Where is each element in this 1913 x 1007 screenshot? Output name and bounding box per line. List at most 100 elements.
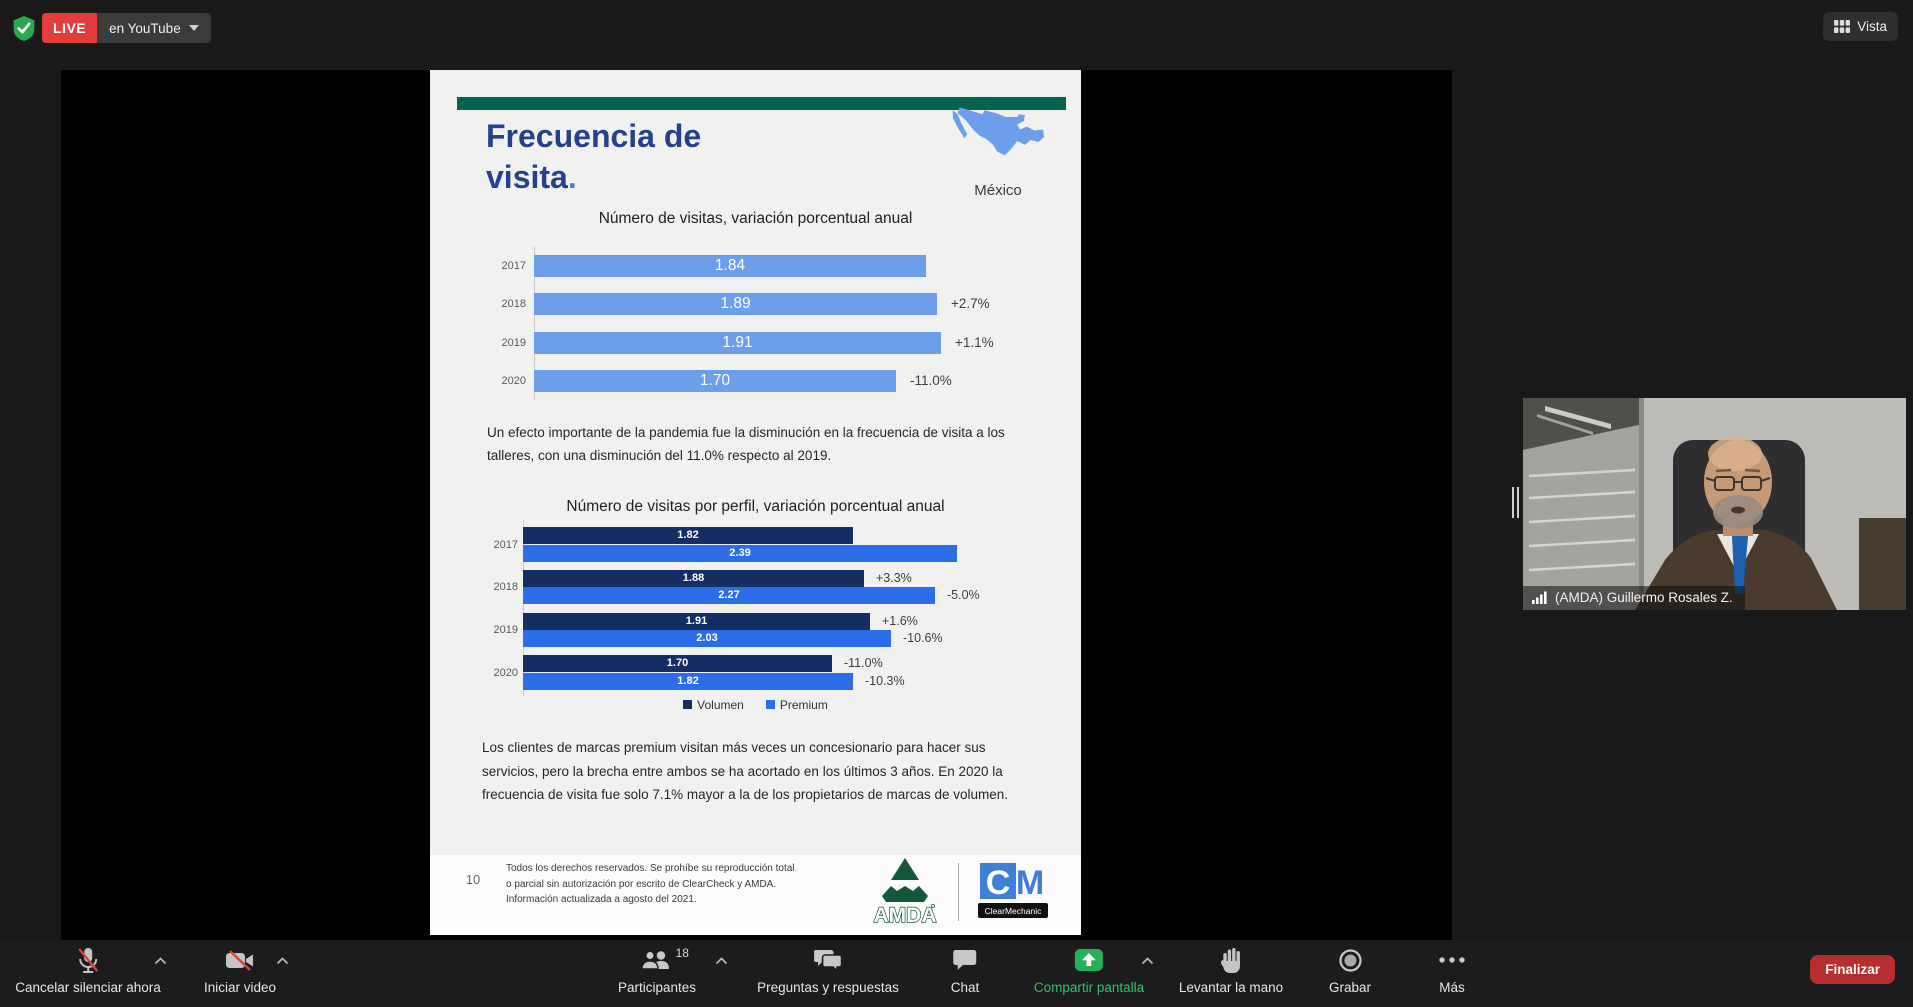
chart2-change-label: -5.0% — [947, 588, 980, 602]
chart1-bar: 1.89 — [534, 293, 937, 315]
presentation-slide: Frecuencia de visita. México Número de v… — [430, 70, 1081, 935]
share-screen-icon — [1075, 949, 1103, 971]
more-dots-icon — [1439, 957, 1465, 963]
chart1-change-label: +1.1% — [955, 335, 994, 350]
chart2-year-label: 2018 — [493, 581, 518, 593]
slide-title-line2: visita — [486, 159, 568, 195]
chart2-bar-volumen: 1.91 — [523, 613, 870, 630]
qa-label: Preguntas y respuestas — [757, 980, 899, 995]
microphone-muted-icon — [78, 947, 98, 973]
chart2-change-label: -10.6% — [903, 631, 943, 645]
unmute-label: Cancelar silenciar ahora — [15, 980, 161, 995]
premium-swatch — [765, 700, 775, 709]
slide-title: Frecuencia de visita. — [486, 116, 701, 198]
svg-text:M: M — [1016, 864, 1044, 902]
secure-shield-icon — [13, 16, 35, 41]
svg-text:AMDA: AMDA — [874, 904, 937, 926]
slide-title-period: . — [567, 159, 577, 195]
unmute-button[interactable]: Cancelar silenciar ahora — [15, 947, 161, 995]
amda-logo: AMDA — [873, 858, 937, 926]
volumen-swatch — [683, 700, 693, 709]
raise-hand-button[interactable]: Levantar la mano — [1179, 947, 1283, 995]
qa-button[interactable]: Preguntas y respuestas — [757, 947, 899, 995]
more-label: Más — [1439, 980, 1465, 995]
stream-destination-label: en YouTube — [109, 20, 181, 36]
share-options-chevron[interactable] — [1141, 957, 1154, 965]
signal-bars-icon — [1532, 591, 1547, 604]
chat-label: Chat — [950, 980, 980, 995]
start-video-button[interactable]: Iniciar video — [204, 947, 276, 995]
participant-name: (AMDA) Guillermo Rosales Z. — [1555, 590, 1733, 605]
slide-footer — [430, 855, 1081, 935]
chart2-year-label: 2017 — [493, 539, 518, 551]
chart2-axis — [523, 520, 524, 696]
footer-logo-divider — [958, 863, 959, 921]
raise-hand-label: Levantar la mano — [1178, 980, 1284, 995]
mexico-map-icon — [952, 107, 1045, 156]
chart2-year-label: 2019 — [493, 624, 518, 636]
chart2-change-label: +3.3% — [876, 571, 912, 585]
view-button[interactable]: Vista — [1823, 12, 1898, 41]
raised-hand-icon — [1221, 948, 1241, 973]
slide-header-bar — [457, 97, 1066, 110]
chart1-bar: 1.70 — [534, 370, 896, 392]
chart1-axis — [534, 246, 535, 400]
chart1-year-label: 2017 — [501, 260, 526, 272]
end-meeting-button[interactable]: Finalizar — [1810, 955, 1895, 984]
copyright-disclaimer: Todos los derechos reservados. Se prohíb… — [506, 863, 795, 905]
meeting-toolbar: Cancelar silenciar ahora Iniciar video — [0, 940, 1913, 1007]
chart2-legend: Volumen Premium — [430, 698, 1081, 712]
stream-destination-menu[interactable]: en YouTube — [97, 13, 211, 43]
live-badge: LIVE — [42, 13, 98, 43]
chart2-year-label: 2020 — [493, 667, 518, 679]
panel-drag-handle[interactable] — [1512, 487, 1520, 518]
slide-paragraph-1: Un efecto importante de la pandemia fue … — [487, 425, 1005, 463]
country-label: México — [974, 182, 1022, 199]
clearmechanic-logo: C M ClearMechanic — [978, 863, 1048, 918]
chart1-bar: 1.84 — [534, 255, 926, 277]
chart2-bar-premium: 2.27 — [523, 587, 935, 604]
start-video-label: Iniciar video — [203, 980, 277, 995]
video-options-chevron[interactable] — [276, 957, 289, 965]
participant-video-tile[interactable]: (AMDA) Guillermo Rosales Z. — [1523, 398, 1906, 610]
chart2-bar-premium: 2.03 — [523, 630, 891, 647]
share-screen-label: Compartir pantalla — [1033, 980, 1145, 995]
chart1-change-label: +2.7% — [951, 296, 990, 311]
chart2-bar-volumen: 1.88 — [523, 570, 864, 587]
page-number: 10 — [465, 872, 481, 887]
legend-volumen-label: Volumen — [697, 698, 744, 712]
more-button[interactable]: Más — [1438, 947, 1466, 995]
legend-item-volumen: Volumen — [683, 698, 744, 712]
record-label: Grabar — [1328, 980, 1372, 995]
caret-down-icon — [188, 25, 199, 31]
chat-bubble-icon — [953, 950, 977, 970]
legend-item-premium: Premium — [765, 698, 828, 712]
question-answer-icon — [814, 950, 842, 971]
record-icon — [1338, 948, 1362, 972]
chart1-title: Número de visitas, variación porcentual … — [598, 210, 913, 227]
chart1-year-label: 2020 — [501, 375, 526, 387]
participant-webcam-scene — [1523, 398, 1906, 610]
chat-button[interactable]: Chat — [950, 947, 980, 995]
chart2-bar-premium: 1.82 — [523, 673, 853, 690]
chart2-bar-volumen: 1.82 — [523, 527, 853, 544]
chart2-bar-volumen: 1.70 — [523, 655, 832, 672]
chart1-bar: 1.91 — [534, 332, 941, 354]
chart2-change-label: -11.0% — [844, 656, 883, 670]
chart1-change-label: -11.0% — [910, 373, 952, 388]
slide-title-line1: Frecuencia de — [486, 118, 702, 154]
record-button[interactable]: Grabar — [1329, 947, 1371, 995]
chart1-year-label: 2018 — [501, 298, 526, 310]
live-stream-pill: LIVE en YouTube — [42, 13, 211, 43]
view-button-label: Vista — [1857, 19, 1887, 34]
slide-paragraph-2: Los clientes de marcas premium visitan m… — [482, 740, 1009, 802]
participants-options-chevron[interactable] — [715, 957, 728, 965]
audio-options-chevron[interactable] — [154, 957, 167, 965]
chart1-year-label: 2019 — [501, 337, 526, 349]
camera-off-icon — [225, 949, 253, 971]
participants-button[interactable]: 18 Participantes — [618, 946, 696, 995]
share-screen-button[interactable]: Compartir pantalla — [1034, 947, 1144, 995]
chart2-change-label: -10.3% — [865, 674, 905, 688]
chart2-title: Número de visitas por perfil, variación … — [566, 498, 945, 515]
svg-text:C: C — [986, 864, 1011, 902]
